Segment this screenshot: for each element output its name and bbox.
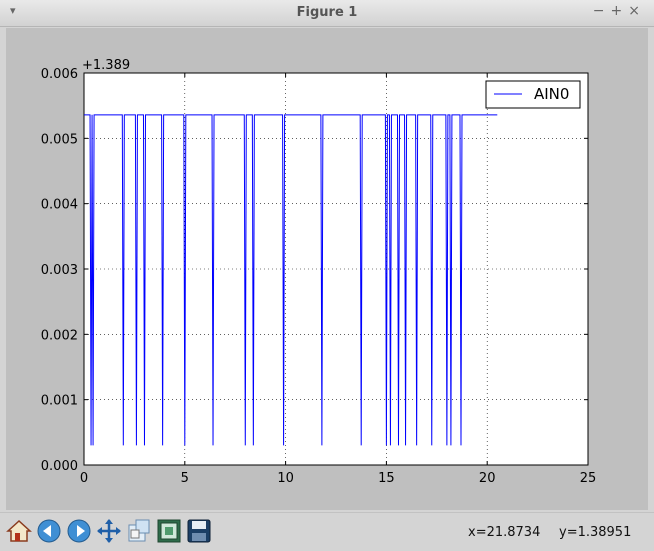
window-controls: −+× bbox=[593, 3, 646, 19]
minimize-button[interactable]: − bbox=[592, 3, 611, 19]
plot-svg: 0 5 10 15 20 25 0.0000.0010.0020.0030.0040.00… bbox=[41, 58, 596, 486]
x-tick-labels: 0 5 10 15 20 25 bbox=[80, 471, 596, 486]
y-tick-label: 0.003 bbox=[41, 263, 78, 278]
window-menu-icon[interactable]: ▾ bbox=[10, 4, 16, 17]
save-floppy-icon[interactable] bbox=[186, 518, 212, 544]
navigation-toolbar: x=21.8734 y=1.38951 bbox=[0, 512, 654, 551]
x-tick-label: 10 bbox=[277, 471, 294, 486]
close-button[interactable]: × bbox=[628, 3, 646, 19]
forward-arrow-icon[interactable] bbox=[66, 518, 92, 544]
legend-label: AIN0 bbox=[534, 85, 569, 103]
axis-ticks bbox=[83, 72, 589, 466]
legend: AIN0 bbox=[485, 80, 581, 109]
zoom-to-rect-icon[interactable] bbox=[126, 518, 152, 544]
y-tick-label: 0.005 bbox=[41, 132, 78, 147]
y-tick-label: 0.006 bbox=[41, 67, 78, 82]
grid-lines bbox=[84, 73, 588, 465]
pan-move-icon[interactable] bbox=[96, 518, 122, 544]
y-tick-labels: 0.000 0.001 0.002 0.003 0.004 0.005 0.006 bbox=[41, 67, 78, 474]
x-tick-label: 0 bbox=[80, 471, 88, 486]
home-icon[interactable] bbox=[6, 518, 32, 544]
y-tick-label: 0.002 bbox=[41, 328, 78, 343]
x-tick-label: 5 bbox=[181, 471, 189, 486]
y-tick-label: 0.000 bbox=[41, 459, 78, 474]
x-tick-label: 15 bbox=[378, 471, 395, 486]
y-coordinate-readout: y=1.38951 bbox=[559, 525, 632, 540]
back-arrow-icon[interactable] bbox=[36, 518, 62, 544]
maximize-button[interactable]: + bbox=[610, 3, 629, 19]
window-title: Figure 1 bbox=[296, 5, 358, 20]
series-line-ain0 bbox=[84, 114, 498, 446]
x-tick-label: 20 bbox=[479, 471, 496, 486]
x-coordinate-readout: x=21.8734 bbox=[468, 525, 541, 540]
y-tick-label: 0.004 bbox=[41, 198, 78, 213]
subplots-config-icon[interactable] bbox=[156, 518, 182, 544]
x-tick-label: 25 bbox=[580, 471, 597, 486]
y-tick-label: 0.001 bbox=[41, 394, 78, 409]
figure-canvas[interactable]: 0 5 10 15 20 25 0.000 0.001 0.002 0.003 0.004 0.00… bbox=[6, 28, 648, 510]
y-offset-label: +1.389 bbox=[82, 58, 130, 73]
title-bar: ▾ Figure 1 −+× bbox=[0, 0, 654, 27]
